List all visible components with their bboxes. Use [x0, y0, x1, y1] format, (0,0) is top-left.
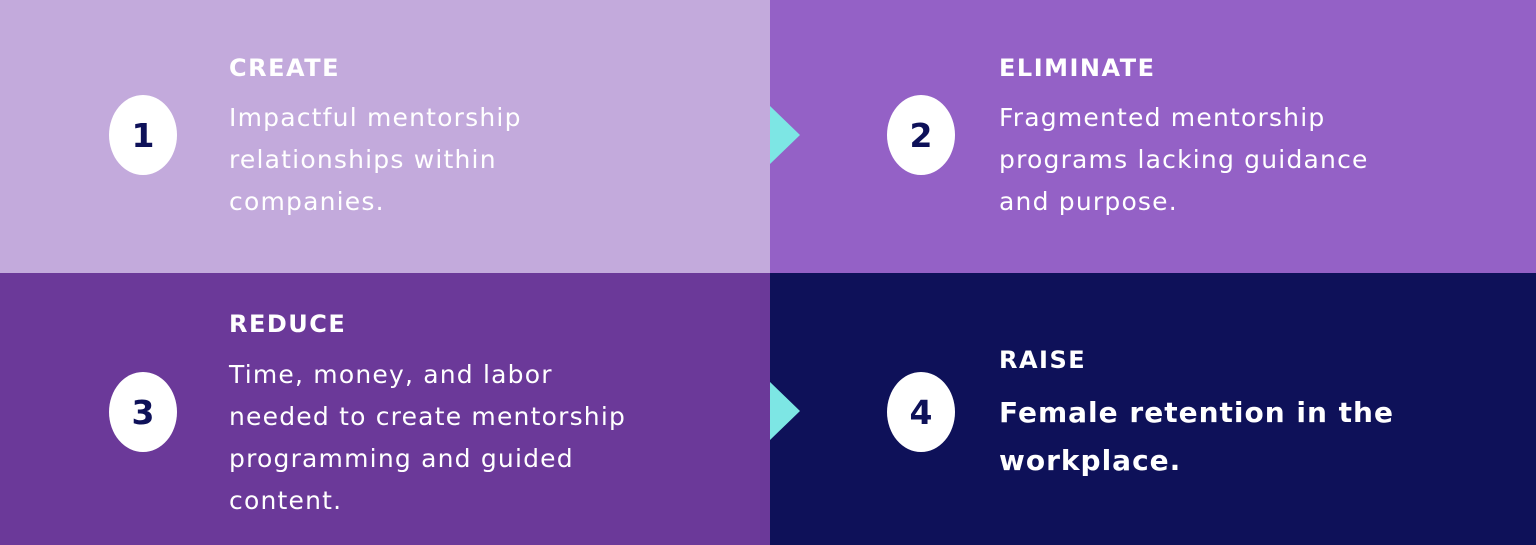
arrow-right-icon [770, 106, 800, 164]
step-panel-raise: 4 RAISE Female retention in the workplac… [770, 273, 1536, 545]
arrow-right-icon [770, 382, 800, 440]
step-description: Female retention in the workplace. [999, 396, 1394, 477]
step-title: ELIMINATE [999, 54, 1156, 82]
step-panel-eliminate: 2 ELIMINATE Fragmented mentorship progra… [770, 0, 1536, 273]
step-number-badge: 3 [109, 372, 177, 452]
step-description: Time, money, and labor needed to create … [229, 360, 627, 515]
step-number-badge: 4 [887, 372, 955, 452]
step-panel-create: 1 CREATE Impactful mentorship relationsh… [0, 0, 770, 273]
step-title: RAISE [999, 346, 1087, 374]
step-number-badge: 1 [109, 95, 177, 175]
step-panel-reduce: 3 REDUCE Time, money, and labor needed t… [0, 273, 770, 545]
step-title: REDUCE [229, 310, 347, 338]
step-description: Fragmented mentorship programs lacking g… [999, 103, 1369, 216]
step-title: CREATE [229, 54, 340, 82]
step-number-badge: 2 [887, 95, 955, 175]
step-description: Impactful mentorship relationships withi… [229, 103, 522, 216]
